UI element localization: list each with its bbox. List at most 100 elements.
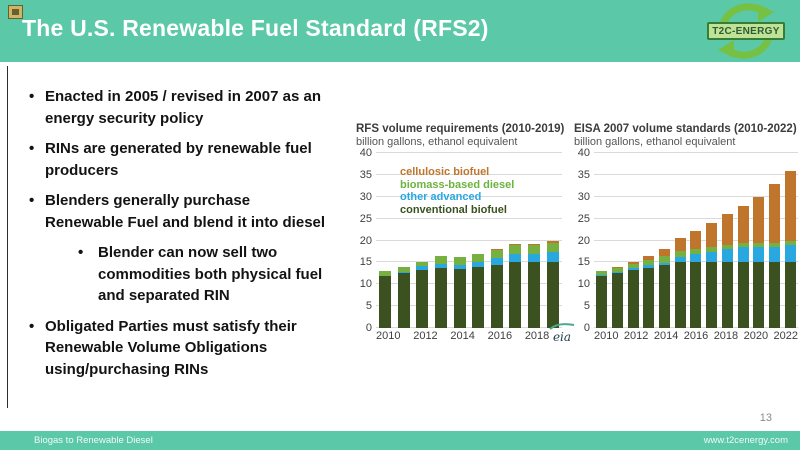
segment-biomass-based-diesel (596, 271, 608, 275)
bar-2010 (596, 270, 608, 328)
footer-left-text: Biogas to Renewable Diesel (34, 435, 153, 446)
gridline (376, 173, 562, 175)
segment-biomass-based-diesel (753, 242, 765, 248)
segment-conventional-biofuel (453, 268, 466, 328)
legend-item-biomass-based-diesel: biomass-based diesel (400, 178, 515, 191)
logo-text: T2C-ENERGY (712, 25, 780, 37)
y-tick-label: 40 (359, 147, 372, 159)
bar-2011 (612, 266, 624, 328)
bar-2017 (706, 223, 718, 328)
bar-slot (704, 153, 720, 328)
segment-other-advanced (490, 258, 503, 265)
x-tick-label: 2012 (623, 330, 649, 342)
y-tick-label: 20 (359, 234, 372, 247)
y-tick-label: 30 (577, 190, 590, 203)
slide-thumbnail-icon (8, 5, 23, 19)
segment-cellulosic-biofuel (737, 205, 749, 243)
segment-conventional-biofuel (643, 267, 655, 328)
y-tick-label: 0 (365, 322, 372, 334)
segment-conventional-biofuel (490, 264, 503, 328)
segment-other-advanced (453, 265, 466, 269)
logo-name-plate: T2C-ENERGY (707, 22, 785, 40)
x-axis: 2010 2012 2014 2016 2018 (376, 330, 562, 345)
bar-slot (450, 153, 469, 328)
segment-other-advanced (784, 244, 796, 263)
x-tick-slot: 2018 (714, 330, 738, 345)
segment-biomass-based-diesel (379, 271, 392, 276)
segment-conventional-biofuel (690, 262, 702, 328)
footer-right-text: www.t2cenergy.com (703, 435, 788, 446)
segment-biomass-based-diesel (490, 250, 503, 258)
segment-other-advanced (706, 251, 718, 263)
y-tick-label: 20 (577, 234, 590, 247)
x-tick-slot: 2022 (774, 330, 798, 345)
segment-biomass-based-diesel (546, 242, 559, 252)
bar-2012 (627, 261, 639, 328)
y-tick-label: 5 (583, 300, 590, 313)
y-tick-label: 10 (577, 278, 590, 291)
eia-swoosh-icon (549, 323, 575, 330)
segment-other-advanced (674, 257, 686, 263)
bar-2013 (435, 255, 448, 328)
bar-2019 (737, 205, 749, 328)
bar-slot (735, 153, 751, 328)
bar-2010 (379, 271, 392, 328)
legend-item-cellulosic-biofuel: cellulosic biofuel (400, 166, 490, 178)
segment-other-advanced (659, 262, 671, 265)
segment-cellulosic-biofuel (768, 183, 780, 243)
x-tick-label: 2010 (376, 330, 401, 342)
bar-slot (767, 153, 783, 328)
x-tick-label: 2018 (713, 330, 739, 342)
bar-slot (625, 153, 641, 328)
y-tick-label: 35 (577, 168, 590, 181)
segment-biomass-based-diesel (612, 267, 624, 272)
segment-biomass-based-diesel (721, 244, 733, 250)
segment-other-advanced (612, 272, 624, 273)
segment-conventional-biofuel (528, 262, 541, 328)
x-tick-slot: 2010 (594, 330, 618, 345)
x-tick-label: 2016 (487, 330, 513, 342)
segment-conventional-biofuel (416, 270, 429, 328)
bar-slot (657, 153, 673, 328)
x-tick-slot: 2014 (654, 330, 678, 345)
x-tick-slot (512, 330, 525, 345)
y-tick-label: 5 (365, 300, 372, 313)
y-tick-label: 25 (577, 212, 590, 225)
x-tick-label: 2014 (450, 330, 475, 342)
bar-2014 (659, 248, 671, 328)
segment-conventional-biofuel (472, 266, 485, 328)
bar-2012 (416, 261, 429, 328)
gridline (376, 195, 562, 197)
segment-conventional-biofuel (509, 262, 522, 328)
segment-biomass-based-diesel (706, 247, 718, 252)
segment-conventional-biofuel (784, 262, 796, 328)
segment-cellulosic-biofuel (784, 170, 796, 241)
segment-other-advanced (435, 263, 448, 268)
bar-2022 (784, 170, 796, 328)
y-tick-label: 10 (359, 278, 372, 291)
gridline (376, 261, 562, 263)
chart-subtitle: billion gallons, ethanol equivalent (356, 136, 518, 148)
y-tick-label: 25 (359, 212, 372, 225)
segment-biomass-based-diesel (674, 251, 686, 258)
segment-conventional-biofuel (659, 265, 671, 328)
bar-slot (672, 153, 688, 328)
bar-2016 (690, 230, 702, 328)
bar-2015 (674, 238, 686, 328)
segment-conventional-biofuel (674, 262, 686, 328)
x-tick-slot (475, 330, 488, 345)
segment-biomass-based-diesel (627, 263, 639, 269)
segment-cellulosic-biofuel (753, 196, 765, 243)
gridline (594, 217, 798, 219)
bullet-item: Enacted in 2005 / revised in 2007 as an … (20, 86, 346, 129)
gridline (376, 239, 562, 241)
bar-2019 (546, 240, 559, 328)
x-tick-label: 2012 (413, 330, 438, 342)
segment-biomass-based-diesel (690, 249, 702, 254)
bullet-item: Blender can now sell two commodities bot… (20, 242, 346, 307)
x-tick-slot: 2012 (624, 330, 648, 345)
gridline (594, 152, 798, 153)
segment-other-advanced (397, 272, 410, 273)
segment-biomass-based-diesel (397, 267, 410, 272)
